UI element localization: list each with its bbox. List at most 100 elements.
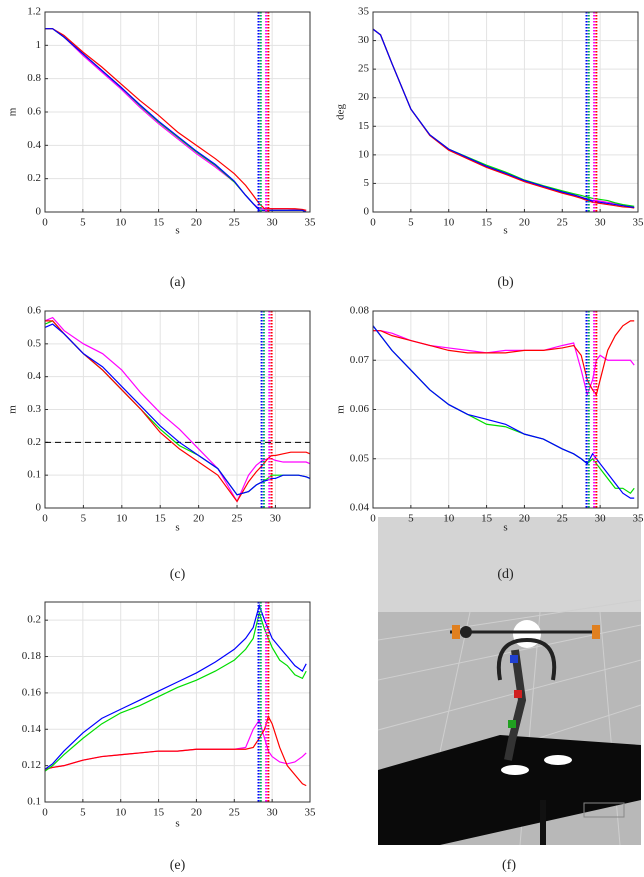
y-tick-label: 0.14 — [22, 723, 42, 735]
x-tick-label: 5 — [80, 217, 86, 229]
y-tick-label: 0.04 — [350, 502, 370, 514]
marker — [583, 802, 625, 818]
x-tick-label: 10 — [443, 217, 455, 229]
table-top — [378, 735, 641, 845]
chart: 0.1 0.12 0.14 0.16 0.18 0.2 0 5 10 15 20 25 30 35 s (e) — [22, 601, 317, 873]
caption: (d) — [497, 567, 514, 582]
y-tick-label: 0 — [364, 206, 370, 218]
plot-frame — [44, 11, 311, 213]
y-tick-label: 0 — [36, 206, 42, 218]
x-tick-label: 30 — [595, 513, 607, 525]
x-tick-label: 0 — [42, 513, 48, 525]
plot-frame — [44, 601, 311, 803]
series-line — [44, 610, 307, 772]
y-tick-label: 0.07 — [350, 354, 370, 366]
y-tick-label: 35 — [358, 6, 370, 18]
x-tick-label: 25 — [557, 513, 569, 525]
x-tick-label: 35 — [305, 807, 317, 819]
x-tick-label: 15 — [481, 513, 493, 525]
x-tick-label: 10 — [443, 513, 455, 525]
y-tick-label: 0.4 — [27, 370, 41, 382]
series-line — [373, 320, 635, 397]
series-line — [372, 325, 635, 499]
table-leg — [540, 800, 546, 845]
y-tick-label: 0.05 — [350, 452, 370, 464]
series-line — [44, 603, 307, 770]
y-tick-label: 20 — [358, 91, 370, 103]
y-tick-label: 0.18 — [22, 650, 42, 662]
x-tick-label: 30 — [595, 217, 607, 229]
y-tick-label: 0.08 — [350, 305, 370, 317]
x-tick-label: 25 — [557, 217, 569, 229]
y-tick-label: 0.1 — [27, 796, 41, 808]
x-tick-label: 20 — [193, 513, 205, 525]
x-tick-label: 25 — [229, 807, 241, 819]
y-axis-label: m — [7, 405, 19, 414]
x-tick-label: 15 — [153, 807, 165, 819]
chart: 0 0.1 0.2 0.3 0.4 0.5 0.6 0 5 10 15 20 25 30 s m (c) — [7, 305, 311, 582]
series-line — [45, 28, 307, 211]
sky — [378, 517, 641, 612]
y-tick-label: 0.5 — [27, 337, 41, 349]
caption: (e) — [170, 858, 186, 873]
y-tick-label: 0.4 — [27, 139, 41, 151]
x-tick-label: 0 — [42, 217, 48, 229]
x-tick-label: 25 — [232, 513, 244, 525]
x-tick-label: 10 — [115, 217, 127, 229]
series-line — [44, 714, 307, 787]
drone — [450, 620, 600, 761]
x-axis-label: s — [503, 225, 507, 237]
y-tick-label: 0.3 — [27, 403, 41, 415]
y-tick-label: 10 — [358, 148, 370, 160]
x-tick-label: 35 — [305, 217, 317, 229]
y-tick-label: 0.06 — [350, 403, 370, 415]
plot-area — [45, 602, 310, 802]
plot-frame — [44, 310, 311, 509]
x-axis-label: s — [175, 818, 179, 830]
x-tick-label: 0 — [42, 807, 48, 819]
x-tick-label: 15 — [481, 217, 493, 229]
y-tick-label: 0.1 — [27, 469, 41, 481]
x-tick-label: 5 — [80, 807, 86, 819]
caption: (b) — [497, 275, 514, 290]
y-tick-label: 0.6 — [27, 305, 41, 317]
caption: (c) — [170, 567, 186, 582]
y-tick-label: 30 — [358, 34, 370, 46]
y-tick-label: 0.8 — [27, 72, 41, 84]
x-tick-label: 20 — [191, 217, 203, 229]
x-tick-label: 30 — [270, 513, 282, 525]
y-tick-label: 1.2 — [27, 6, 41, 18]
caption: (f) — [502, 858, 516, 873]
x-tick-label: 10 — [115, 807, 127, 819]
y-axis-label: m — [7, 107, 19, 116]
y-tick-label: 0.2 — [27, 614, 41, 626]
x-axis-label: s — [503, 522, 507, 534]
x-tick-label: 15 — [155, 513, 167, 525]
plot-frame — [372, 11, 639, 213]
x-tick-label: 20 — [519, 217, 531, 229]
x-axis-label: s — [175, 522, 179, 534]
x-tick-label: 20 — [519, 513, 531, 525]
simulation-image — [377, 517, 642, 846]
x-tick-label: 10 — [116, 513, 128, 525]
x-tick-label: 5 — [408, 217, 414, 229]
x-tick-label: 5 — [408, 513, 414, 525]
y-tick-label: 1 — [36, 39, 42, 51]
y-axis-label: m — [335, 405, 347, 414]
y-tick-label: 25 — [358, 63, 370, 75]
y-tick-label: 0.6 — [27, 106, 41, 118]
x-tick-label: 15 — [153, 217, 165, 229]
x-tick-label: 20 — [191, 807, 203, 819]
series-line — [44, 323, 311, 496]
series-line — [45, 28, 307, 213]
x-tick-label: 5 — [81, 513, 87, 525]
y-tick-label: 0.2 — [27, 436, 41, 448]
chart: 0.04 0.05 0.06 0.07 0.08 0 5 10 15 20 25 30 35 s m (d) — [335, 305, 644, 583]
y-tick-label: 15 — [358, 120, 370, 132]
x-tick-label: 30 — [267, 807, 279, 819]
x-tick-label: 35 — [633, 513, 644, 525]
x-tick-label: 0 — [370, 513, 376, 525]
caption: (a) — [170, 275, 186, 290]
y-axis-label: deg — [335, 104, 347, 120]
objects — [501, 755, 572, 775]
